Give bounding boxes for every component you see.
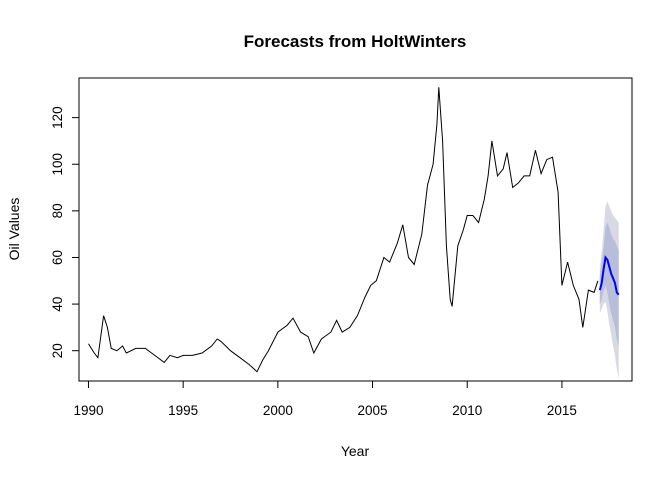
chart-title: Forecasts from HoltWinters	[244, 32, 467, 51]
forecast-series	[598, 255, 620, 296]
band-80-area	[599, 222, 619, 346]
y-tick-label: 20	[50, 343, 65, 358]
y-tick-label: 80	[50, 203, 65, 218]
x-tick-label: 2005	[358, 403, 388, 418]
prediction-band-80	[599, 222, 619, 346]
y-tick-label: 120	[50, 106, 65, 129]
y-tick-label: 100	[50, 153, 65, 176]
x-tick-label: 1995	[168, 403, 198, 418]
forecast-line	[598, 255, 620, 296]
x-tick-label: 1990	[73, 403, 103, 418]
y-tick-label: 40	[50, 297, 65, 312]
y-axis-title: Oil Values	[6, 198, 22, 261]
y-axis: 20 40 60 80 100 120	[50, 106, 80, 358]
x-tick-label: 2000	[263, 403, 293, 418]
plot-box	[78, 77, 633, 382]
y-tick-label: 60	[50, 250, 65, 265]
x-axis: 1990 1995 2000 2005 2010 2015	[73, 380, 577, 418]
x-axis-title: Year	[341, 443, 370, 459]
x-tick-label: 2015	[547, 403, 577, 418]
observed-line	[88, 87, 599, 373]
x-tick-label: 2010	[452, 403, 482, 418]
observed-series	[88, 87, 599, 373]
